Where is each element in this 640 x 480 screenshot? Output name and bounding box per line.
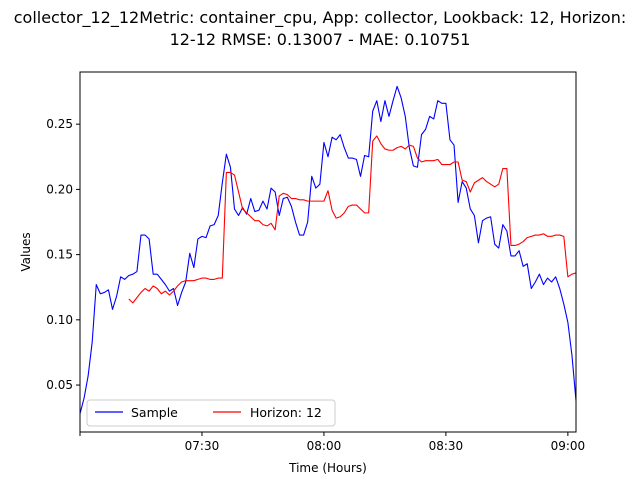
legend-label-sample: Sample bbox=[131, 405, 178, 420]
x-tick-label: 07:30 bbox=[185, 439, 220, 453]
y-tick-label: 0.25 bbox=[46, 117, 73, 131]
y-tick-label: 0.15 bbox=[46, 248, 73, 262]
y-tick-label: 0.20 bbox=[46, 182, 73, 196]
y-axis-label: Values bbox=[19, 232, 33, 271]
x-tick-label: 09:00 bbox=[551, 439, 586, 453]
x-axis-label: Time (Hours) bbox=[288, 461, 367, 475]
x-tick-label: 08:30 bbox=[429, 439, 464, 453]
series-line-sample bbox=[79, 85, 577, 414]
legend-box bbox=[86, 399, 336, 427]
plot-area bbox=[79, 85, 577, 414]
legend-label-horizon: Horizon: 12 bbox=[250, 405, 322, 420]
chart-title-line2: 12-12 RMSE: 0.13007 - MAE: 0.10751 bbox=[170, 30, 471, 49]
chart-title-line1: collector_12_12Metric: container_cpu, Ap… bbox=[14, 8, 627, 28]
y-tick-label: 0.10 bbox=[46, 313, 73, 327]
x-tick-label: 08:00 bbox=[307, 439, 342, 453]
legend: Sample Horizon: 12 bbox=[86, 399, 336, 427]
y-tick-label: 0.05 bbox=[46, 378, 73, 392]
series-line-horizon bbox=[128, 135, 577, 304]
plot-frame bbox=[79, 71, 577, 433]
axes: 0.05 0.10 0.15 0.20 0.25 07:30 08:00 08:30 09:00 bbox=[46, 117, 585, 453]
